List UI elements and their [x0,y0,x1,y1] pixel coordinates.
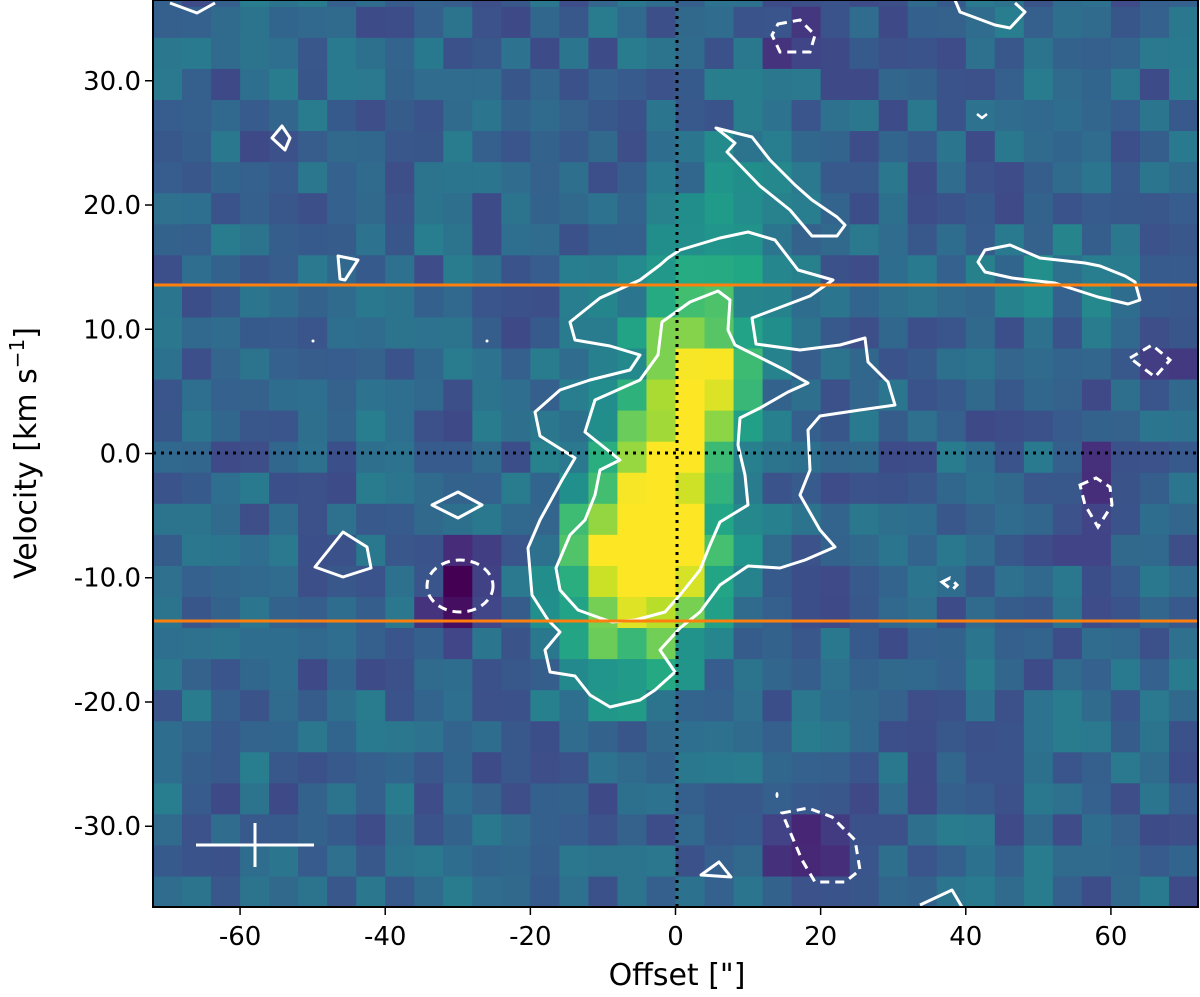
right-contour [976,243,1142,306]
x-tick-label: -20 [509,922,551,952]
y-tick-label: -20.0 [74,688,141,718]
negative-contour [1078,476,1114,530]
x-tick-label: 0 [667,922,684,952]
y-axis: 30.0 20.0 10.0 0.0 -10.0 -20.0 -30.0 [74,67,153,842]
diamond-contour [430,490,484,520]
top-left-contour [169,1,216,15]
negative-contour [770,18,817,54]
negative-contour [1127,343,1173,380]
x-axis: -60 -40 -20 0 20 40 60 [219,907,1127,952]
small-triangle-contour [336,254,360,282]
negative-contour [425,558,495,614]
pentagon-contour [313,530,373,579]
y-axis-label: Velocity [km s−1] [5,327,44,579]
heatmap [153,0,1198,907]
x-tick-label: 60 [1094,922,1127,952]
negative-contours [425,18,1173,884]
y-tick-label: 0.0 [100,440,141,470]
y-tick-label: -10.0 [74,564,141,594]
x-tick-label: 40 [949,922,982,952]
x-axis-label: Offset ["] [609,958,746,993]
y-tick-label: 10.0 [83,315,141,345]
y-tick-label: 30.0 [83,67,141,97]
x-tick-label: -40 [364,922,406,952]
resolution-marker [196,823,314,867]
small-diamond-contour [270,124,292,152]
inner-contour [554,289,810,624]
bottom-triangle-contour [699,860,733,879]
negative-contour [779,806,862,884]
x-tick-label: -60 [219,922,261,952]
negative-contour [939,576,960,593]
y-tick-label: -30.0 [74,812,141,842]
reference-lines [153,0,1198,907]
top-right-contour [953,0,1027,30]
upper-contour [714,126,847,238]
y-tick-label: 20.0 [83,191,141,221]
x-tick-label: 20 [804,922,837,952]
bottom-edge-contour [919,888,964,907]
